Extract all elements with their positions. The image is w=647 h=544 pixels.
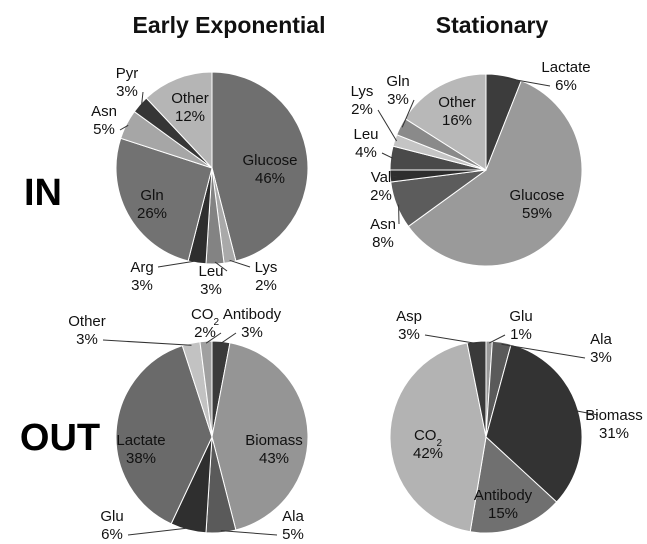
- pie-out-early-exponential-label-lactate: Lactate 38%: [116, 432, 165, 467]
- pie-out-stationary-leader-biomass: [576, 410, 599, 416]
- pie-in-early-exponential-slice-other: [145, 71, 213, 170]
- pie-out-early-exponential-label-co2: CO2 2%: [191, 306, 220, 341]
- pie-out-early-exponential-leader-glu: [127, 527, 189, 536]
- pie-out-early-exponential-leader-other: [102, 339, 192, 346]
- pie-in-stationary-leader-leu: [381, 152, 393, 159]
- pie-out-stationary-label-glu: Glu 1%: [509, 308, 532, 343]
- pie-in-early-exponential-leader-asn: [119, 124, 129, 131]
- pie-out-early-exponential-label-other: Other 3%: [68, 313, 106, 348]
- pie-in-stationary-label-lys: Lys 2%: [351, 83, 374, 118]
- pie-out-early-exponential-leader-ala: [220, 530, 278, 536]
- pie-out-early-exponential-slice-biomass: [211, 342, 309, 531]
- pie-in-early-exponential-leader-pyr: [141, 91, 144, 106]
- pie-in-early-exponential-label-lys: Lys 2%: [255, 259, 278, 294]
- pie-in-early-exponential-label-arg: Arg 3%: [130, 259, 153, 294]
- pie-in-stationary-leader-lys: [377, 109, 398, 142]
- pie-in-stationary-label-asn: Asn 8%: [370, 216, 396, 251]
- pie-out-stationary-slice-asp: [466, 340, 487, 438]
- pie-out-early-exponential-leader-antibody: [220, 332, 237, 344]
- pie-out-early-exponential-label-biomass: Biomass 43%: [245, 432, 303, 467]
- pie-out-early-exponential: Antibody 3% Biomass 43% Ala 5% Glu 6% Lactate 38%…: [68, 306, 309, 543]
- row-title-out: OUT: [20, 417, 100, 459]
- pie-in-stationary-label-lactate: Lactate 6%: [541, 59, 590, 94]
- pie-out-stationary-label-co2: CO2 42%: [413, 427, 443, 462]
- pie-in-early-exponential-label-leu: Leu 3%: [198, 263, 223, 298]
- pie-in-stationary-label-val: Val 2%: [370, 169, 392, 204]
- pie-out-early-exponential-slice-co2: [199, 340, 213, 438]
- column-title-stationary: Stationary: [436, 12, 549, 38]
- pie-in-early-exponential-label-gln: Gln 26%: [137, 187, 167, 222]
- pie-in-stationary: Lactate 6% Glucose 59% Asn 8% Val 2% Leu 4% Lys 2% G…: [351, 59, 591, 267]
- pie-out-stationary-label-antibody: Antibody 15%: [474, 487, 533, 522]
- pie-out-stationary-label-ala: Ala 3%: [590, 331, 612, 366]
- pie-out-stationary-label-biomass: Biomass 31%: [585, 407, 643, 442]
- pie-in-early-exponential-label-pyr: Pyr 3%: [116, 65, 139, 100]
- pie-in-stationary-label-leu: Leu 4%: [353, 126, 378, 161]
- pie-in-stationary-leader-lactate: [503, 77, 551, 87]
- pie-in-stationary-slice-glucose: [407, 80, 583, 267]
- row-title-in: IN: [24, 172, 62, 214]
- pie-out-stationary-leader-asp: [424, 334, 477, 344]
- pie-out-stationary-leader-ala: [501, 343, 586, 359]
- pie-in-stationary-leader-gln: [401, 99, 415, 128]
- pie-in-stationary-label-gln: Gln 3%: [386, 73, 409, 108]
- pie-in-early-exponential-label-other: Other 12%: [171, 90, 209, 125]
- pie-in-early-exponential-label-glucose: Glucose 46%: [242, 152, 297, 187]
- pie-in-stationary-label-other: Other 16%: [438, 94, 476, 129]
- pie-out-stationary-leader-glu: [488, 334, 506, 344]
- pie-in-early-exponential-slice-glucose: [211, 71, 309, 262]
- column-title-early-exponential: Early Exponential: [132, 12, 325, 38]
- pie-out-stationary: Glu 1% Ala 3% Biomass 31% Antibody 15% CO2 42% Asp…: [389, 308, 643, 534]
- pie-in-early-exponential-slice-gln: [115, 137, 213, 262]
- pie-out-stationary-slice-biomass: [485, 343, 583, 503]
- pie-in-stationary-leader-val: [392, 175, 398, 178]
- pie-out-early-exponential-label-glu: Glu 6%: [100, 508, 123, 543]
- pie-in-early-exponential: Glucose 46% Lys 2% Leu 3% Arg 3% Gln 26% Asn 5% Pyr 3…: [91, 65, 309, 298]
- pie-in-early-exponential-leader-leu: [214, 261, 228, 272]
- pie-in-early-exponential-leader-arg: [157, 260, 198, 268]
- pie-out-early-exponential-slice-lactate: [115, 345, 213, 525]
- pie-out-early-exponential-leader-co2: [205, 332, 222, 344]
- pie-in-early-exponential-leader-lys: [229, 259, 251, 268]
- pie-out-stationary-label-asp: Asp 3%: [396, 308, 422, 343]
- pie-out-stationary-slice-co2: [389, 342, 487, 533]
- pie-out-stationary-slice-antibody: [469, 436, 558, 534]
- pie-in-early-exponential-label-asn: Asn 5%: [91, 103, 117, 138]
- pie-in-stationary-label-glucose: Glucose 59%: [509, 187, 564, 222]
- pie-out-early-exponential-label-ala: Ala 5%: [282, 508, 304, 543]
- pie-out-early-exponential-label-antibody: Antibody 3%: [223, 306, 282, 341]
